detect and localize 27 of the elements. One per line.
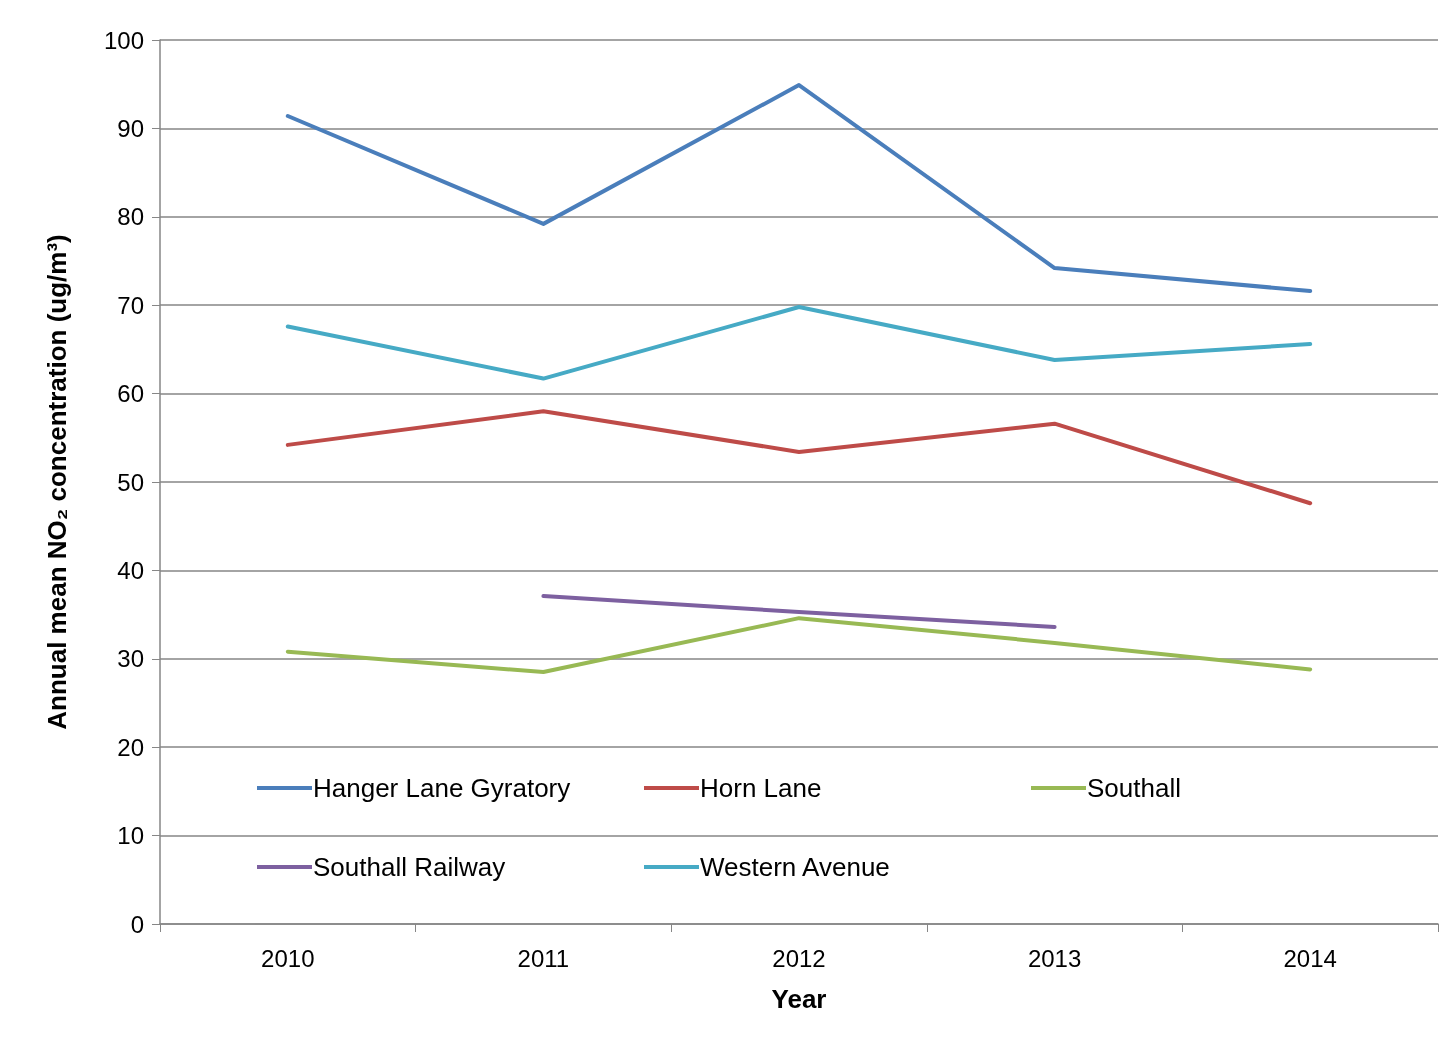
legend-label: Southall xyxy=(1087,773,1181,803)
y-tick-label: 10 xyxy=(117,822,144,850)
line-series xyxy=(285,616,1313,675)
y-tick-label: 40 xyxy=(117,556,144,584)
y-tick-label: 20 xyxy=(117,733,144,761)
legend-label: Western Avenue xyxy=(700,852,890,882)
y-tick-label: 80 xyxy=(117,203,144,231)
x-tick-label: 2013 xyxy=(1027,944,1082,972)
x-tick-label: 2010 xyxy=(261,944,315,972)
x-axis-title: Year xyxy=(771,984,827,1014)
y-axis-title: Annual mean NO₂ concentration (ug/m³) xyxy=(42,234,72,730)
y-tick-label: 50 xyxy=(117,468,144,496)
legend-label: Southall Railway xyxy=(313,852,506,882)
legend-label: Hanger Lane Gyratory xyxy=(313,773,571,803)
line-series xyxy=(285,83,1313,294)
y-tick-label: 70 xyxy=(117,291,144,319)
y-tick-label: 100 xyxy=(103,26,144,54)
x-tick-label: 2014 xyxy=(1283,944,1337,972)
line-series xyxy=(285,304,1313,381)
x-tick-label: 2012 xyxy=(772,944,826,972)
line-series xyxy=(285,409,1313,506)
legend-label: Horn Lane xyxy=(700,773,822,803)
y-tick-label: 30 xyxy=(117,645,144,673)
y-tick-label: 60 xyxy=(117,380,144,408)
x-tick-label: 2011 xyxy=(517,944,570,972)
y-tick-label: 90 xyxy=(117,114,144,142)
y-tick-label: 0 xyxy=(130,910,144,938)
